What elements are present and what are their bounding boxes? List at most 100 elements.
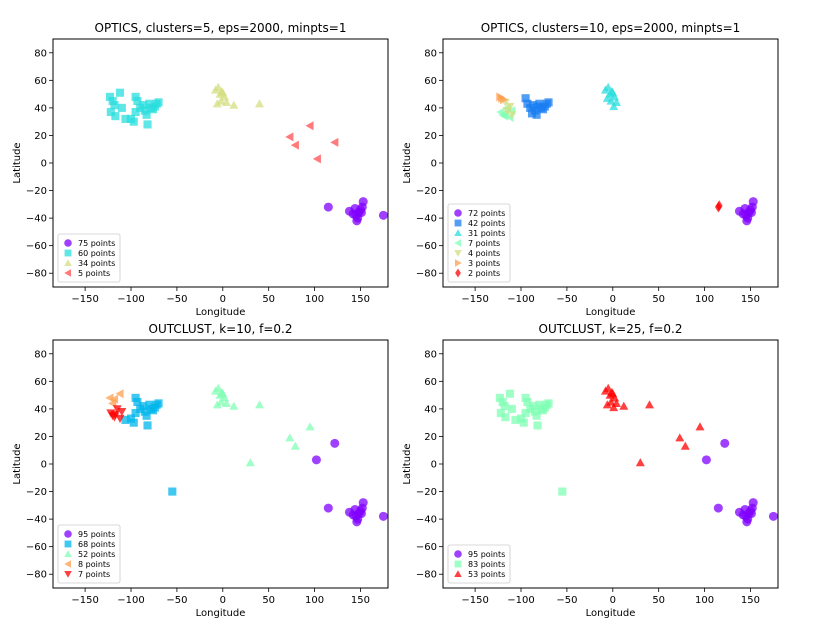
x-tick-label: 150 <box>351 595 370 606</box>
data-point <box>217 86 227 95</box>
y-axis-label: Latitude <box>402 142 413 183</box>
data-point <box>305 121 314 131</box>
data-point <box>607 86 617 95</box>
data-point <box>740 203 750 213</box>
data-point <box>108 96 117 106</box>
legend-label: 60 points <box>78 249 115 258</box>
y-tick-label: −20 <box>26 487 47 498</box>
data-point <box>142 411 151 420</box>
data-point <box>110 101 119 110</box>
data-point <box>609 403 619 412</box>
legend-marker <box>454 570 462 578</box>
data-point <box>558 487 567 496</box>
y-axis-label: Latitude <box>402 443 413 484</box>
data-point <box>635 458 645 467</box>
data-point <box>105 393 114 403</box>
data-point <box>213 82 223 91</box>
legend-marker <box>454 209 462 217</box>
data-point <box>602 93 612 102</box>
data-point <box>532 411 541 420</box>
legend-marker <box>454 259 462 267</box>
data-point <box>221 398 231 407</box>
legend-box <box>57 233 121 283</box>
data-point <box>112 405 122 414</box>
legend-marker <box>454 550 462 558</box>
data-point <box>505 389 515 398</box>
x-tick-label: 150 <box>351 294 370 305</box>
y-tick-label: 60 <box>34 377 47 388</box>
x-tick-label: 0 <box>220 595 226 606</box>
data-point <box>220 92 230 101</box>
legend-box <box>447 203 511 283</box>
data-point <box>221 97 231 106</box>
data-point <box>143 120 152 129</box>
plot-frame <box>442 38 779 288</box>
data-point <box>603 383 613 392</box>
data-point <box>530 407 539 416</box>
y-tick-label: 0 <box>431 460 437 471</box>
data-point <box>378 210 388 220</box>
data-point <box>521 94 530 103</box>
legend-marker <box>454 239 462 247</box>
legend-marker <box>64 530 72 538</box>
data-point <box>117 408 127 417</box>
y-tick-label: 80 <box>34 48 47 59</box>
legend-marker <box>64 550 72 558</box>
y-axis-label: Latitude <box>12 443 23 484</box>
legend-label: 8 points <box>78 560 110 569</box>
data-point <box>602 400 612 409</box>
data-point <box>350 504 360 514</box>
data-point <box>523 397 532 407</box>
data-point <box>519 418 528 427</box>
data-point <box>111 112 120 121</box>
data-point <box>544 98 553 107</box>
data-point <box>645 400 655 409</box>
data-point <box>603 82 613 91</box>
legend-label: 5 points <box>78 269 110 278</box>
y-tick-label: 60 <box>34 76 47 87</box>
x-axis-label: Longitude <box>586 608 636 619</box>
data-point <box>105 92 114 101</box>
data-point <box>500 402 509 411</box>
data-point <box>740 504 750 514</box>
x-tick-label: −100 <box>507 294 534 305</box>
data-point <box>133 96 142 106</box>
data-points <box>105 383 388 527</box>
data-point <box>330 438 340 448</box>
data-point <box>121 114 130 123</box>
legend-label: 95 points <box>78 530 115 539</box>
y-tick-label: −80 <box>26 269 47 280</box>
legend-label: 95 points <box>468 550 505 559</box>
x-tick-label: 100 <box>695 595 714 606</box>
legend-box <box>447 544 511 584</box>
x-tick-label: −50 <box>166 595 187 606</box>
data-point <box>498 397 507 407</box>
data-point <box>145 99 154 108</box>
data-point <box>115 389 124 399</box>
data-point <box>358 197 368 207</box>
y-tick-label: 40 <box>424 404 437 415</box>
y-tick-label: −60 <box>416 241 437 252</box>
data-point <box>501 413 510 422</box>
plot-frame <box>442 339 779 589</box>
x-tick-label: 0 <box>220 294 226 305</box>
chart-title: OPTICS, clusters=10, eps=2000, minpts=1 <box>481 21 741 35</box>
data-point <box>115 414 125 424</box>
data-point <box>229 100 239 109</box>
chart-title: OUTCLUST, k=25, f=0.2 <box>539 322 683 336</box>
data-point <box>229 401 239 410</box>
legend-label: 72 points <box>468 209 505 218</box>
y-tick-label: −40 <box>26 214 47 225</box>
data-point <box>528 402 537 411</box>
data-point <box>138 101 147 110</box>
data-point <box>746 509 756 519</box>
data-point <box>290 441 300 450</box>
data-points <box>496 82 758 226</box>
subplot-4: OUTCLUST, k=25, f=0.2 −150 −100 −50 0 50 100 15… <box>402 322 779 619</box>
data-point <box>108 412 118 421</box>
data-point <box>768 511 778 521</box>
data-point <box>746 208 756 218</box>
data-point <box>499 95 509 105</box>
y-axis-label: Latitude <box>12 142 23 183</box>
